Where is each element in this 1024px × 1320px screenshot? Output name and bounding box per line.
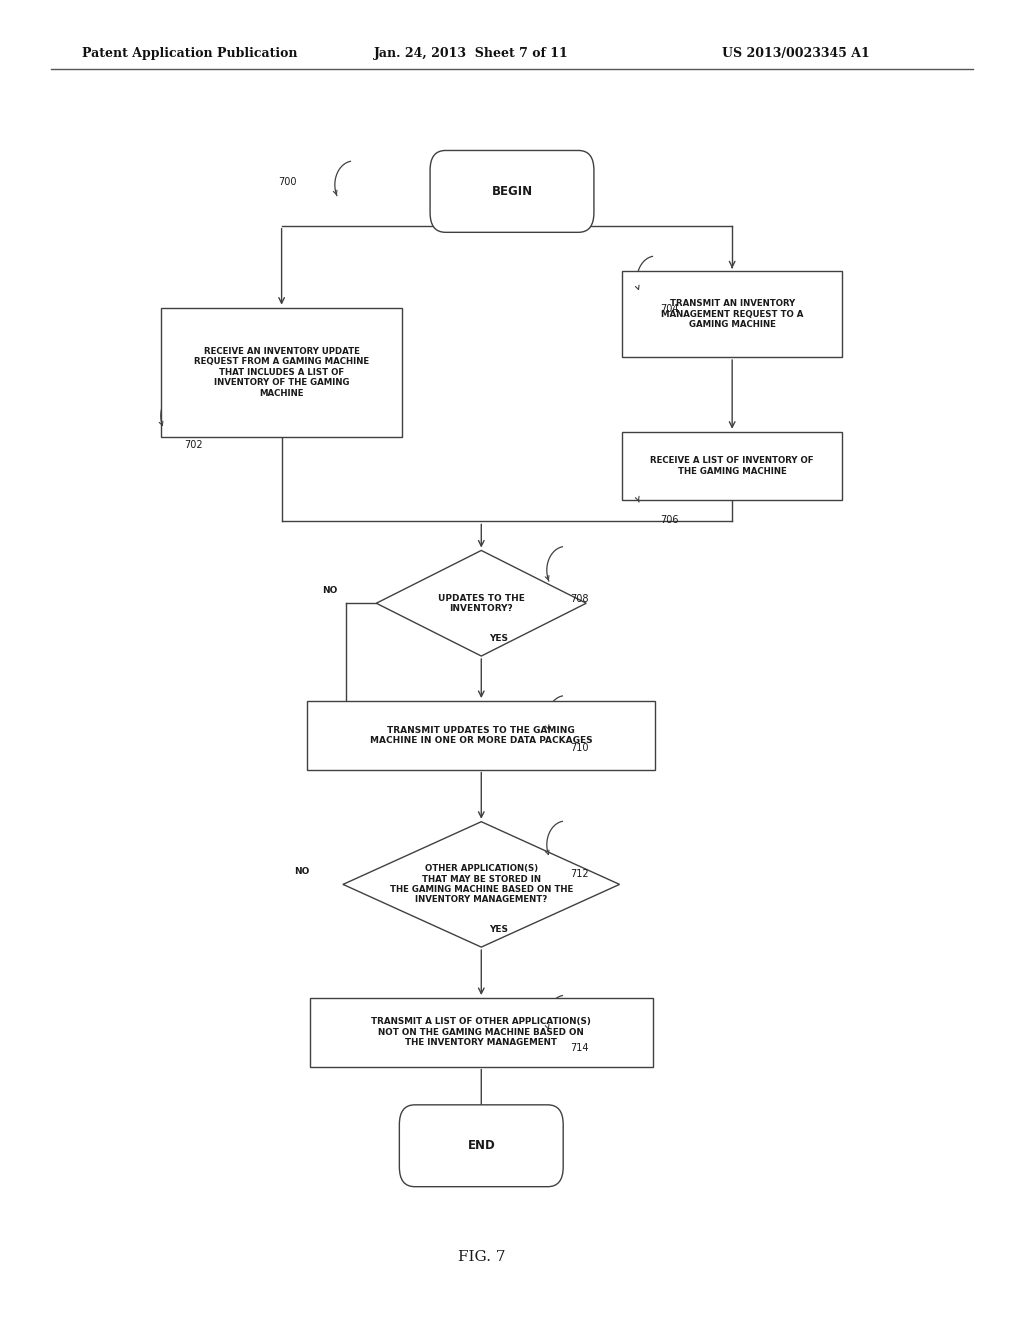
Text: NO: NO — [294, 867, 310, 875]
Bar — [622, 432, 842, 500]
FancyBboxPatch shape — [399, 1105, 563, 1187]
Text: 706: 706 — [660, 515, 679, 525]
Bar — [622, 272, 842, 356]
Text: YES: YES — [489, 925, 509, 935]
Bar — [307, 701, 655, 770]
Text: Jan. 24, 2013  Sheet 7 of 11: Jan. 24, 2013 Sheet 7 of 11 — [374, 46, 568, 59]
Text: TRANSMIT AN INVENTORY
MANAGEMENT REQUEST TO A
GAMING MACHINE: TRANSMIT AN INVENTORY MANAGEMENT REQUEST… — [660, 300, 804, 329]
Polygon shape — [377, 550, 586, 656]
Text: BEGIN: BEGIN — [492, 185, 532, 198]
Text: TRANSMIT UPDATES TO THE GAMING
MACHINE IN ONE OR MORE DATA PACKAGES: TRANSMIT UPDATES TO THE GAMING MACHINE I… — [370, 726, 593, 744]
Bar — [309, 998, 653, 1067]
Text: 704: 704 — [660, 304, 679, 314]
Text: UPDATES TO THE
INVENTORY?: UPDATES TO THE INVENTORY? — [438, 594, 524, 612]
Text: YES: YES — [489, 635, 509, 643]
Text: 708: 708 — [570, 594, 589, 605]
Text: END: END — [467, 1139, 496, 1152]
Text: US 2013/0023345 A1: US 2013/0023345 A1 — [722, 46, 869, 59]
Polygon shape — [343, 821, 620, 948]
Text: 714: 714 — [570, 1043, 589, 1053]
Text: RECEIVE AN INVENTORY UPDATE
REQUEST FROM A GAMING MACHINE
THAT INCLUDES A LIST O: RECEIVE AN INVENTORY UPDATE REQUEST FROM… — [194, 347, 370, 397]
Text: TRANSMIT A LIST OF OTHER APPLICATION(S)
NOT ON THE GAMING MACHINE BASED ON
THE I: TRANSMIT A LIST OF OTHER APPLICATION(S) … — [372, 1018, 591, 1047]
Text: FIG. 7: FIG. 7 — [458, 1250, 505, 1263]
Text: 710: 710 — [570, 743, 589, 754]
Text: Patent Application Publication: Patent Application Publication — [82, 46, 297, 59]
FancyBboxPatch shape — [430, 150, 594, 232]
Text: NO: NO — [323, 586, 338, 594]
Bar — [162, 308, 401, 437]
Text: OTHER APPLICATION(S)
THAT MAY BE STORED IN
THE GAMING MACHINE BASED ON THE
INVEN: OTHER APPLICATION(S) THAT MAY BE STORED … — [390, 865, 572, 904]
Text: 702: 702 — [184, 440, 203, 450]
Text: 700: 700 — [279, 177, 297, 187]
Text: 712: 712 — [570, 869, 589, 879]
Text: RECEIVE A LIST OF INVENTORY OF
THE GAMING MACHINE: RECEIVE A LIST OF INVENTORY OF THE GAMIN… — [650, 457, 814, 475]
